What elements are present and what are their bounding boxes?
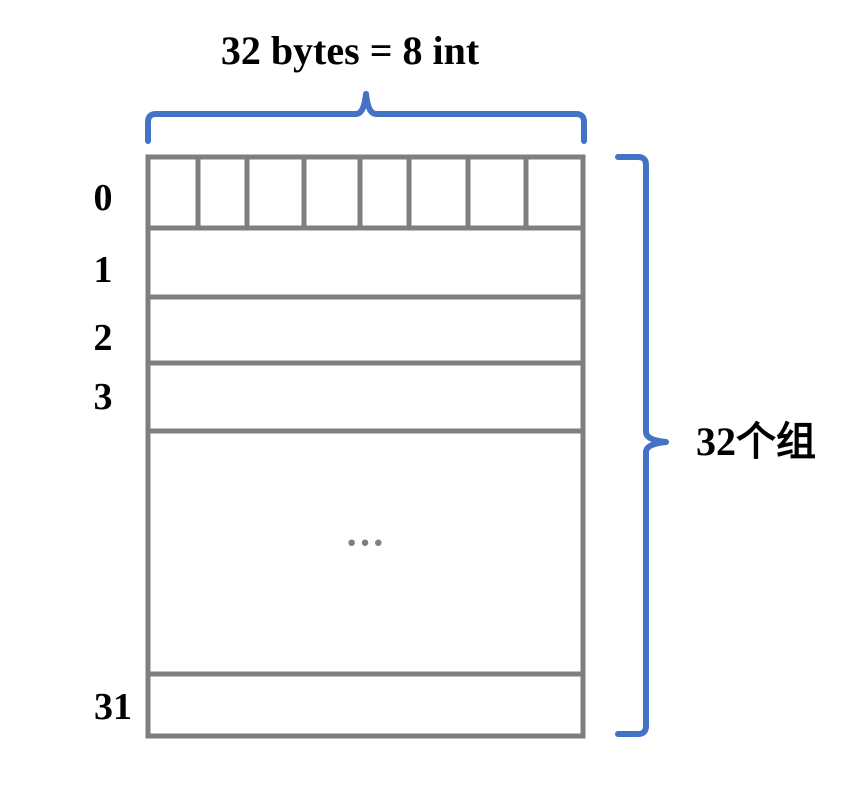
top-label: 32 bytes = 8 int	[221, 28, 480, 73]
ellipsis: ···	[345, 520, 385, 565]
cache-table-frame	[145, 154, 586, 739]
top-brace	[145, 91, 587, 144]
right-brace	[615, 154, 669, 737]
row-label: 3	[94, 376, 113, 418]
row-label: 0	[94, 177, 113, 219]
row-label: 2	[94, 317, 113, 359]
row-label: 1	[94, 249, 113, 291]
row-label: 31	[94, 686, 132, 728]
side-label: 32个组	[696, 419, 816, 464]
